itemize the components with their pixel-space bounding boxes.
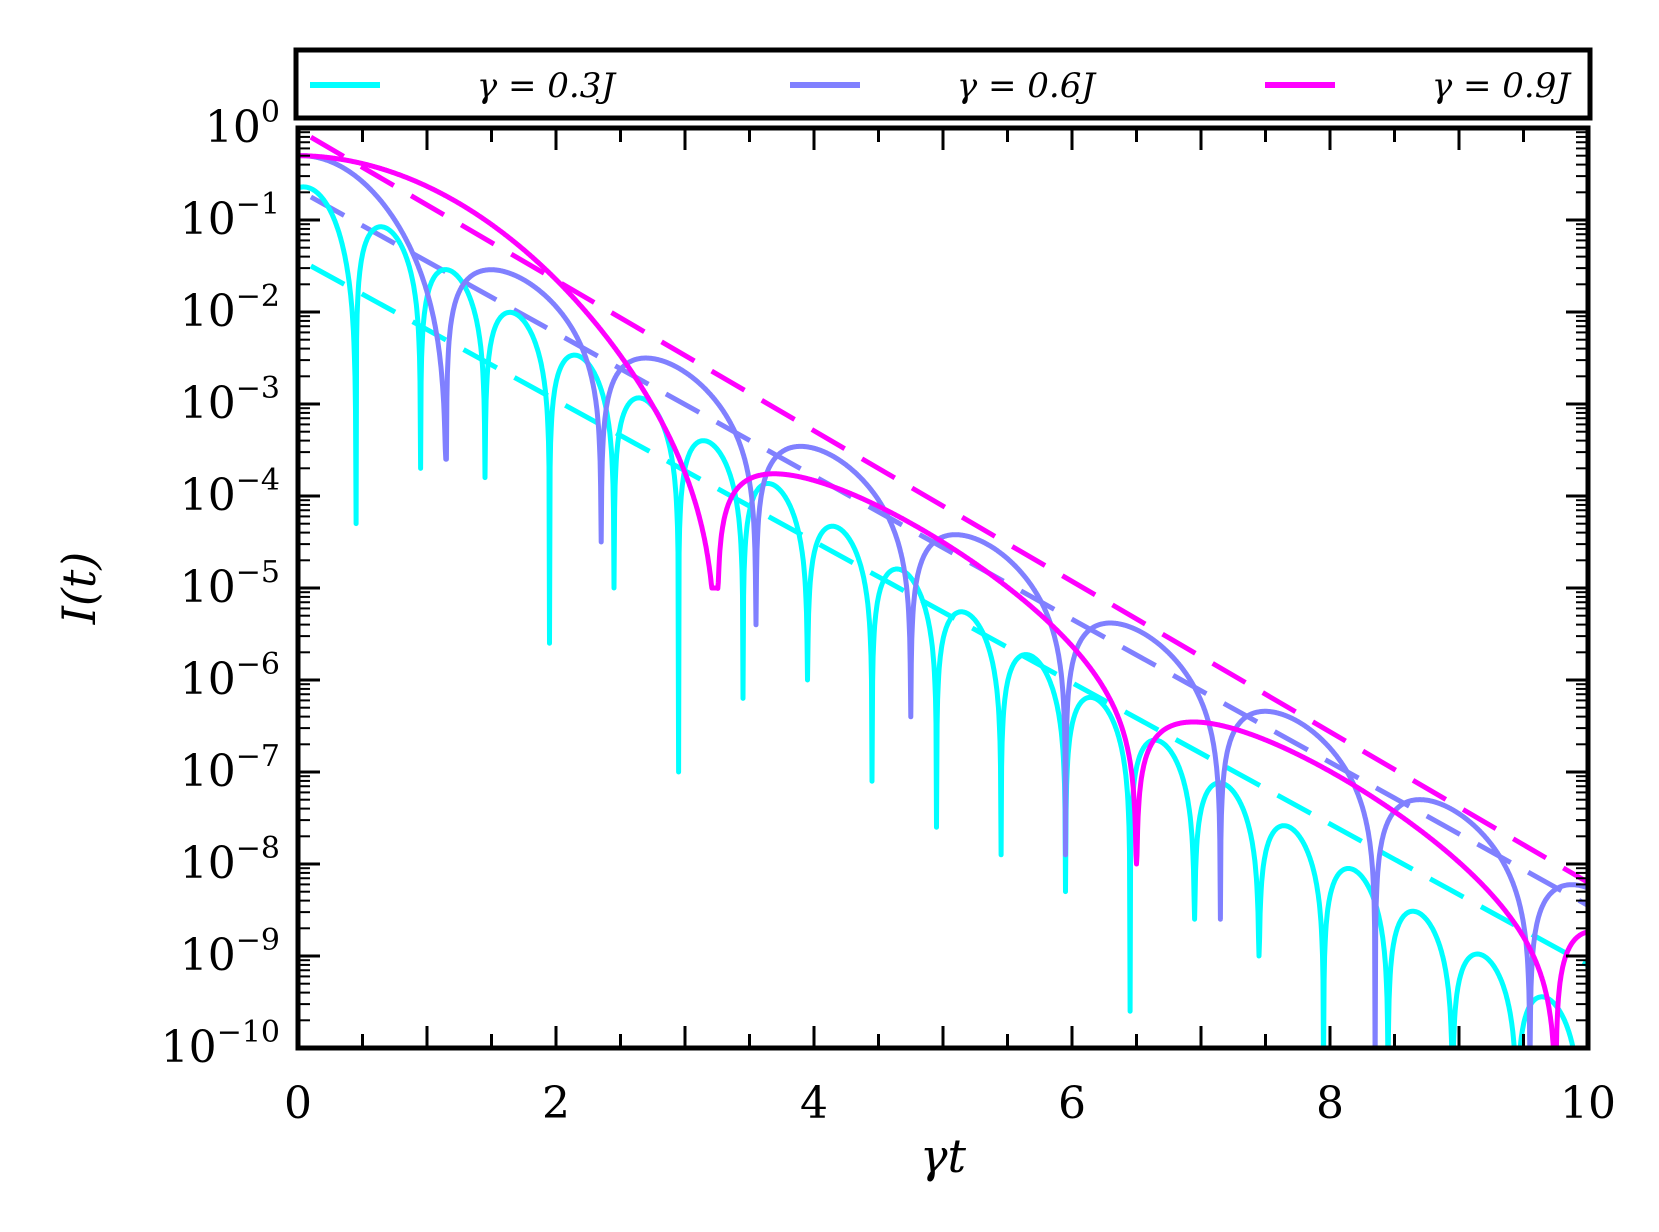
- y-tick-label: 10−10: [161, 1015, 280, 1073]
- y-tick-label: 10−1: [180, 187, 280, 245]
- y-tick-label: 10−7: [180, 739, 280, 797]
- series-line: [298, 153, 1588, 1048]
- x-axis-title: γt: [920, 1129, 966, 1183]
- y-tick-label: 10−8: [180, 831, 280, 889]
- y-axis-title: I(t): [52, 552, 106, 626]
- legend-entry: γ = 0.3J: [310, 66, 617, 106]
- x-tick-label: 10: [1560, 1078, 1616, 1129]
- y-tick-label: 10−3: [180, 371, 280, 429]
- legend: γ = 0.3J γ = 0.6J γ = 0.9J: [293, 47, 1593, 121]
- legend-label: γ = 0.3J: [477, 66, 617, 106]
- x-tick-label: 0: [284, 1078, 312, 1129]
- legend-label: γ = 0.6J: [957, 66, 1097, 106]
- y-tick-label: 10−6: [180, 647, 280, 705]
- series-envelope-dashed: [309, 135, 1588, 885]
- plot-frame: [295, 125, 1591, 1051]
- y-tick-label: 10−9: [180, 923, 280, 981]
- x-tick-label: 8: [1316, 1078, 1344, 1129]
- y-tick-label: 10−2: [180, 279, 280, 337]
- legend-entry: γ = 0.6J: [790, 66, 1097, 106]
- y-tick-label: 100: [205, 95, 280, 153]
- series-envelope-dashed: [309, 194, 1588, 908]
- legend-entry: γ = 0.9J: [1265, 66, 1572, 106]
- x-tick-label: 2: [542, 1078, 570, 1129]
- x-tick-label: 6: [1058, 1078, 1086, 1129]
- series-line: [298, 184, 1576, 1048]
- legend-frame: [293, 47, 1593, 121]
- legend-label: γ = 0.9J: [1432, 66, 1572, 106]
- y-tick-label: 10−4: [180, 463, 280, 521]
- x-tick-label: 4: [800, 1078, 828, 1129]
- series-envelope-dashed: [309, 263, 1588, 968]
- y-tick-label: 10−5: [180, 555, 280, 613]
- series-line: [298, 153, 1588, 1048]
